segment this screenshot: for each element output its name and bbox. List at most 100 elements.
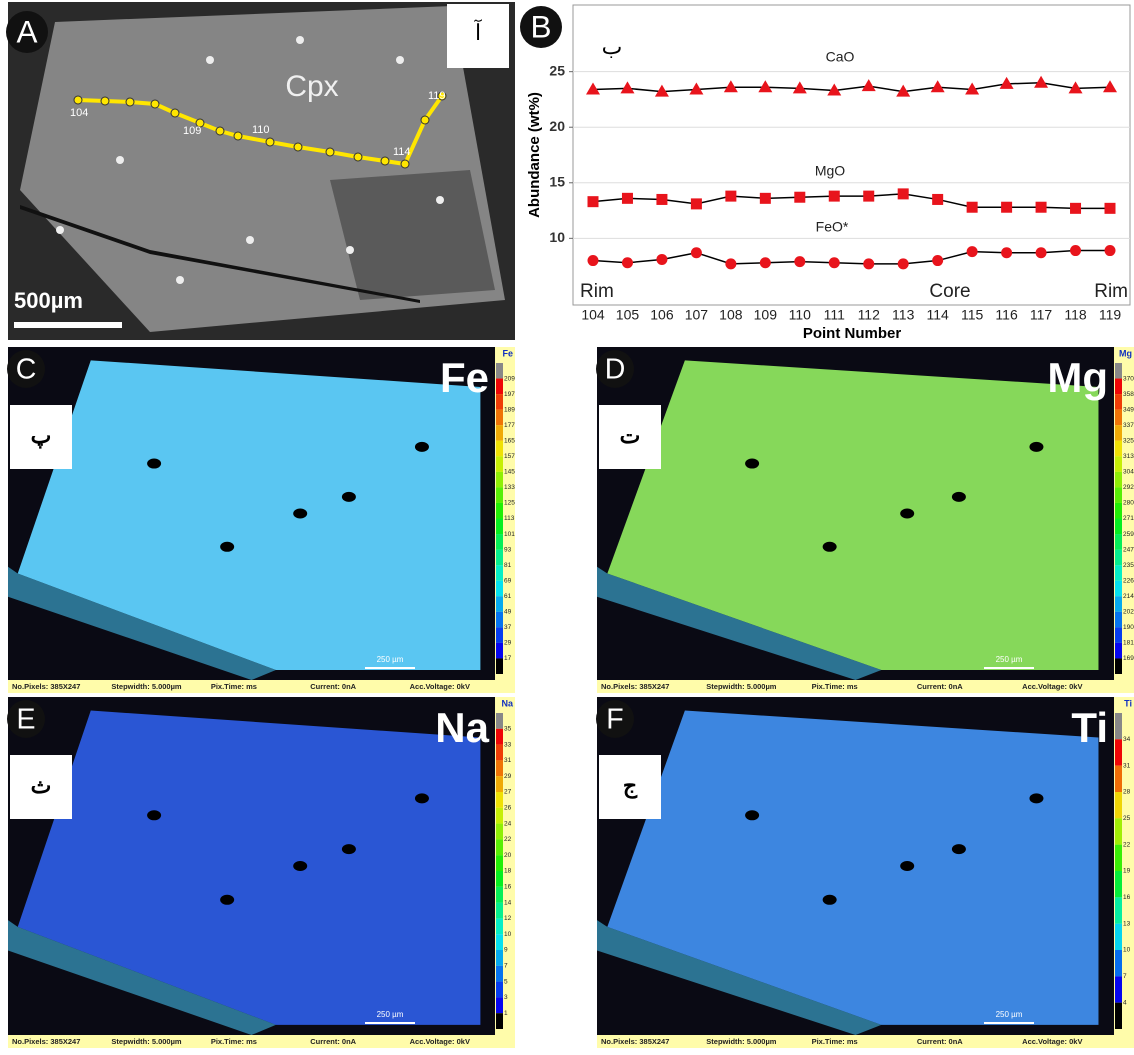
colorbar-swatch [496,713,503,729]
crystal [17,710,481,1025]
marker-square [966,201,978,213]
colorbar-label: 12 [504,915,512,922]
traverse-point [125,97,135,107]
colorbar-swatch [1115,502,1122,519]
scale-bar-label: 250 µm [996,655,1023,664]
colorbar-label: 33 [504,741,512,748]
colorbar-swatch [496,658,503,674]
annotation: Core [929,281,970,302]
colorbar-label: 280 [1123,500,1134,507]
marker-circle [759,257,771,269]
x-tick-label: 111 [824,307,845,323]
x-tick-label: 104 [581,307,605,323]
tag-box [10,405,72,469]
colorbar-label: 3 [504,994,508,1001]
x-tick-label: 114 [927,307,950,323]
x-tick-label: 117 [1030,307,1053,323]
colorbar-swatch [1115,394,1122,410]
footer-field: Stepwidth: 5.000µm [706,1037,777,1046]
colorbar-label: 24 [504,820,512,827]
colorbar-label: 93 [504,546,512,553]
colorbar-swatch [1115,658,1122,674]
inclusion [56,226,64,234]
colorbar-label: 101 [504,531,515,538]
series-name: CaO [826,49,855,65]
traverse-label: 119 [428,90,446,102]
inclusion [1029,441,1044,452]
marker-square [759,192,771,204]
inclusion [745,810,760,821]
colorbar-title: Na [501,698,513,708]
colorbar-label: 81 [504,562,512,569]
marker-square [1035,201,1047,213]
marker-triangle [758,80,773,93]
colorbar-label: 19 [1123,868,1131,875]
marker-circle [794,256,806,268]
marker-circle [587,255,599,267]
colorbar-swatch [496,807,503,824]
inclusion [296,36,304,44]
colorbar-title: Fe [502,348,513,358]
colorbar-label: 247 [1123,546,1134,553]
colorbar-swatch [496,409,503,426]
inclusion [246,236,254,244]
crystal [607,710,1099,1025]
colorbar-label: 181 [1123,640,1134,647]
inclusion [900,861,915,871]
colorbar-label: 29 [504,640,512,647]
inclusion [951,491,966,502]
marker-circle [1035,247,1047,259]
colorbar-swatch [1115,627,1122,643]
colorbar-label: 113 [504,515,515,522]
colorbar-label: 349 [1123,406,1134,413]
colorbar-label: 4 [1123,999,1127,1006]
inclusion [341,491,356,502]
x-tick-label: 113 [892,307,915,323]
colorbar-swatch [496,502,503,519]
annotation: Rim [580,281,614,302]
marker-square [1104,202,1116,214]
colorbar-swatch [496,871,503,887]
colorbar-swatch [1115,976,1122,1003]
colorbar-label: 49 [504,609,512,616]
footer-field: Acc.Voltage: 0kV [410,1037,470,1046]
colorbar-swatch [496,425,503,441]
tag-box [599,405,661,469]
marker-square [1001,201,1013,213]
colorbar-swatch [496,487,503,503]
inclusion [900,508,915,519]
footer-field: Stepwidth: 5.000µm [111,1037,182,1046]
footer-field: No.Pixels: 385X247 [12,682,80,691]
scale-bar-label: 250 µm [377,655,404,664]
colorbar-swatch [496,934,503,950]
colorbar-label: 125 [504,500,515,507]
colorbar-label: 61 [504,593,512,600]
colorbar-label: 202 [1123,609,1134,616]
x-tick-label: 105 [616,307,640,323]
panel-letter-badge [7,350,45,388]
mineral-label: Cpx [285,70,338,103]
colorbar-label: 18 [504,868,512,875]
marker-square [932,193,944,205]
traverse-line [77,94,444,167]
colorbar-swatch [496,792,503,808]
inclusion [1029,793,1044,804]
colorbar-label: 20 [504,852,512,859]
panel-letter: B [530,8,551,44]
colorbar-swatch [496,456,503,472]
colorbar-swatch [1115,611,1122,628]
x-axis-label: Point Number [803,325,901,342]
marker-triangle [1068,81,1083,94]
colorbar-swatch [1115,549,1122,566]
colorbar-swatch [1115,456,1122,472]
colorbar-label: 133 [504,484,515,491]
colorbar-swatch [496,611,503,628]
marker-square [828,190,840,202]
panel-tag: آ [474,19,482,45]
colorbar-label: 292 [1123,484,1134,491]
colorbar-swatch [1115,792,1122,819]
colorbar-swatch [1115,565,1122,581]
marker-triangle [965,82,980,95]
colorbar-title: Ti [1124,698,1132,708]
colorbar-swatch [496,950,503,966]
